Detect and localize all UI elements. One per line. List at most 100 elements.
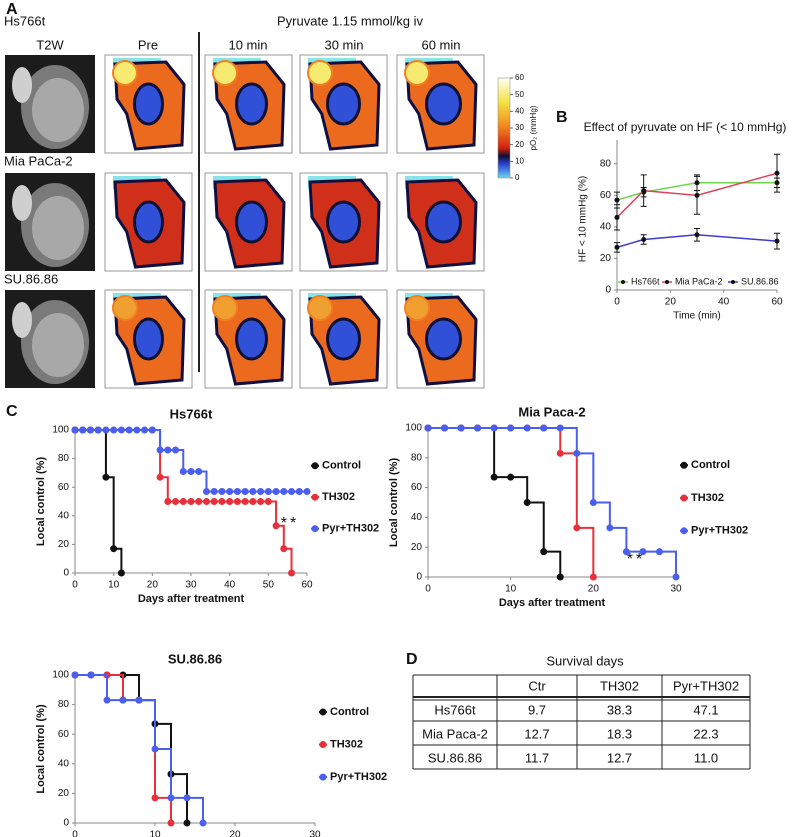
point [694,232,700,238]
y-tick-label: 80 [411,452,423,463]
colorbar-label: pO₂ (mmHg) [529,105,538,150]
line [616,234,778,249]
point [103,696,111,704]
po2-map-region [133,317,164,361]
legend-label: Mia PaCa-2 [675,276,723,286]
table-header: Pyr+TH302 [673,678,739,693]
table-title: Survival days [546,653,624,668]
point [272,522,280,530]
point [179,498,187,505]
po2-map-region [133,200,164,244]
point [151,745,159,753]
y-tick-label: 100 [52,425,69,436]
point [523,424,531,432]
colorbar-tick-label: 20 [515,140,524,149]
point [241,487,249,495]
x-axis-label: Days after treatment [499,597,606,609]
colorbar-tick-label: 50 [515,90,524,99]
x-tick-label: 0 [72,580,78,591]
point [199,819,207,827]
legend-label: SU.86.86 [741,276,779,286]
y-tick-label: 60 [600,190,612,201]
y-tick-label: 0 [63,818,69,829]
po2-map-region [425,82,462,126]
legend-marker [621,280,625,284]
point [135,696,143,704]
point [614,244,620,250]
legend-label: TH302 [322,491,355,503]
point [641,237,647,243]
mri-tissue [12,67,32,103]
point [167,794,175,802]
legend-marker [311,462,319,470]
point [202,487,210,495]
point [303,487,311,495]
point [672,573,680,581]
legend-marker [665,280,669,284]
po2-map-region [326,317,361,361]
point [233,487,241,495]
point [589,499,597,506]
colorbar-tick-label: 40 [515,106,524,115]
point [507,473,515,481]
table-cell: 47.1 [693,702,718,717]
colorbar-tick-label: 0 [515,173,520,182]
column-label: T2W [36,37,64,52]
table-cell: 11.0 [694,750,718,765]
y-tick-label: 80 [58,699,70,710]
po2-map-region [326,200,361,244]
y-tick-label: 20 [58,539,70,550]
legend-label: Control [330,706,369,718]
point [71,426,79,434]
point [87,671,95,679]
point [233,498,241,505]
survival-curve [75,429,307,493]
legend-label: TH302 [330,738,363,750]
point [183,794,191,802]
chart-title: Effect of pyruvate on HF (< 10 mmHg) [584,120,787,134]
legend-label: Hs766t [631,276,660,286]
point [117,426,125,434]
legend-label: Pyr+TH302 [322,523,379,535]
point [102,426,110,434]
mri-tissue [32,313,84,377]
legend-marker [680,527,688,535]
point [241,498,249,505]
point [606,524,614,532]
point [71,671,79,679]
y-tick-label: 100 [52,670,69,681]
po2-map-region [112,60,138,86]
mri-tissue [12,185,32,221]
x-tick-label: 0 [614,297,620,308]
legend-label: TH302 [691,492,724,504]
point [264,487,272,495]
point [119,696,127,704]
table: Ctr TH302 Pyr+TH302 Hs766t 9.7 38.3 47.1 Mia Pa… [412,674,751,770]
point [280,487,288,495]
legend-label: Control [691,459,730,471]
point [295,487,303,495]
point [257,498,265,505]
point [490,473,498,481]
chart-title: SU.86.86 [168,651,222,666]
column-label: Pre [138,37,158,52]
point [249,498,257,505]
point [102,473,110,481]
y-axis-label: HF < 10 mmHg (%) [578,176,589,262]
point [218,498,226,505]
x-tick-label: 10 [149,830,161,837]
table-cell: 22.3 [693,726,718,741]
y-tick-label: 20 [411,542,423,553]
point [167,819,175,827]
mri-tissue [32,78,84,142]
x-tick-label: 10 [108,580,120,591]
table-cell: 12.7 [524,726,549,741]
column-label: 30 min [324,37,363,52]
x-axis-label: Time (min) [673,311,720,322]
y-tick-label: 0 [63,568,69,579]
table-cell: 38.3 [607,702,632,717]
point [151,794,159,802]
point [183,819,191,827]
point [195,498,203,505]
